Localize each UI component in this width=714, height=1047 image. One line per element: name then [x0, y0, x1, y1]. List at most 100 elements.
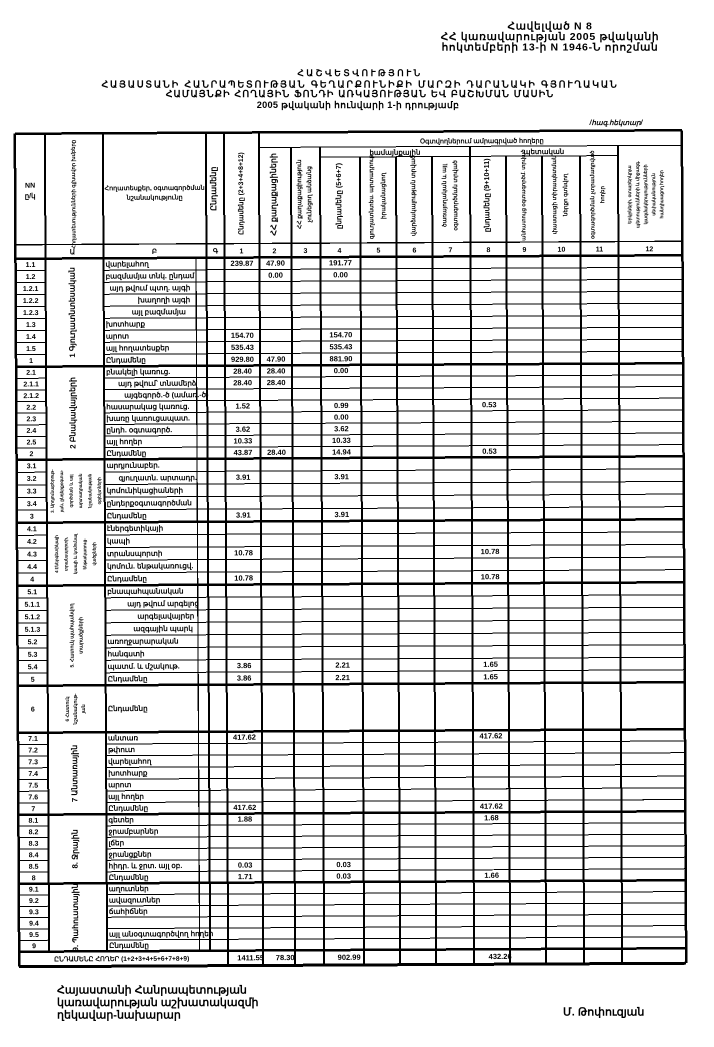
svg-text:5.1.3: 5.1.3: [25, 627, 41, 634]
svg-text:վարելահող: վարելահող: [105, 259, 149, 268]
svg-text:0.03: 0.03: [336, 860, 351, 869]
svg-text:վարձակալության տրված: վարձակալության տրված: [410, 155, 417, 236]
svg-text:ջրամբարներ: ջրամբարներ: [108, 827, 158, 836]
svg-text:7 Անտառային: 7 Անտառային: [70, 745, 79, 802]
svg-text:154.70: 154.70: [329, 330, 352, 339]
svg-text:Հավելված N 8: Հավելված N 8: [508, 20, 593, 32]
svg-text:28.40: 28.40: [267, 366, 286, 375]
svg-text:3.62: 3.62: [334, 424, 349, 433]
svg-text:Ընդամենը: Ընդամենը: [106, 449, 146, 458]
svg-text:Ընդամենը: Ընդամենը: [107, 574, 147, 583]
svg-text:2 Բնակավայրերի: 2 Բնակավայրերի: [68, 377, 77, 449]
svg-text:3. Արդյունաբերութ-: 3. Արդյունաբերութ-: [50, 469, 55, 513]
svg-text:6: 6: [31, 706, 35, 713]
svg-text:նշանակութ-: նշանակութ-: [73, 693, 79, 726]
svg-text:8.4: 8.4: [29, 852, 39, 859]
svg-text:2.1.2: 2.1.2: [23, 393, 39, 400]
svg-text:Բ: Բ: [152, 248, 157, 256]
svg-text:այդ թվում արգելոց: այդ թվում արգելոց: [127, 599, 199, 608]
svg-text:1: 1: [29, 358, 33, 365]
svg-text:կոմուն. ենթակառուցվ.: կոմուն. ենթակառուցվ.: [107, 561, 193, 570]
svg-text:535.43: 535.43: [231, 343, 254, 352]
svg-text:10.33: 10.33: [234, 436, 253, 445]
svg-text:հասարակաց կառուց.: հասարակաց կառուց.: [106, 402, 189, 411]
svg-text:417.62: 417.62: [233, 733, 256, 742]
svg-text:ՀՀ քաղաքացիների: ՀՀ քաղաքացիների: [269, 153, 279, 236]
svg-text:535.43: 535.43: [329, 342, 352, 351]
svg-text:7.1: 7.1: [28, 736, 38, 743]
svg-text:2.2: 2.2: [26, 405, 36, 412]
svg-text:0.53: 0.53: [482, 400, 497, 409]
svg-text:3.91: 3.91: [236, 473, 251, 482]
svg-text:ԸՆԴԱՄԵՆԸ ՀՈՂԵՐ (1+2+3+4+5+6+7+: ԸՆԴԱՄԵՆԸ ՀՈՂԵՐ (1+2+3+4+5+6+7+8+9): [54, 955, 189, 964]
svg-text:աղուտներ: աղուտներ: [109, 884, 149, 893]
svg-text:5.3: 5.3: [28, 652, 38, 659]
svg-text:ղեկավար-նախարար: ղեկավար-նախարար: [57, 1010, 181, 1022]
svg-text:1.2.2: 1.2.2: [23, 298, 39, 305]
svg-text:Հողատեսքեր, օգտագործման: Հողատեսքեր, օգտագործման: [105, 185, 205, 193]
svg-text:Ընդամենը: Ընդամենը: [108, 804, 148, 813]
svg-text:կոմունիկացիաների: կոմունիկացիաների: [107, 486, 183, 495]
svg-text:ազգային պարկ: ազգային պարկ: [133, 624, 193, 633]
svg-text:արգելավայրեր: արգելավայրեր: [137, 611, 194, 620]
svg-text:խոտհարք: խոտհարք: [106, 319, 146, 328]
svg-text:այլ բազմամյա: այլ բազմամյա: [132, 307, 186, 316]
svg-text:փաստացի տիրապետման: փաստացի տիրապետման: [551, 155, 558, 234]
svg-text:այլ հողեր: այլ հողեր: [106, 437, 142, 446]
svg-text:6: 6: [412, 247, 416, 254]
svg-text:10.78: 10.78: [234, 574, 253, 583]
svg-text:9. Պահուստային: 9. Պահուստային: [70, 883, 80, 951]
svg-text:ավազուտներ: ավազուտներ: [109, 895, 161, 904]
svg-text:հոկտեմբերի 13-ի N 1946-Ն որոշմ: հոկտեմբերի 13-ի N 1946-Ն որոշման: [442, 41, 659, 54]
svg-text:2.1: 2.1: [26, 370, 36, 377]
svg-text:5. Հատուկ պահպանվող: 5. Հատուկ պահպանվող: [68, 603, 75, 668]
svg-text:3.86: 3.86: [237, 674, 252, 683]
svg-text:Հայաստանի Հանրապետության: Հայաստանի Հանրապետության: [57, 985, 247, 997]
svg-text:5.2: 5.2: [28, 639, 38, 646]
svg-text:ընդամենը (5+6+7): ընդամենը (5+6+7): [334, 162, 343, 229]
svg-text:տրանսպորտի,: տրանսպորտի,: [63, 537, 68, 571]
svg-text:պետությունների և միջազգ.: պետությունների և միջազգ.: [635, 161, 641, 228]
svg-text:9.5: 9.5: [29, 932, 39, 939]
svg-text:0.00: 0.00: [333, 270, 348, 279]
svg-text:1411.55: 1411.55: [237, 953, 264, 962]
svg-text:վարելահող: վարելահող: [108, 757, 152, 766]
svg-text:2.1.1: 2.1.1: [23, 381, 39, 388]
svg-text:այդ թվում՝ տնամերձ: այդ թվում՝ տնամերձ: [118, 379, 196, 388]
svg-text:3.4: 3.4: [27, 501, 37, 508]
svg-text:5: 5: [376, 248, 380, 255]
svg-text:Ընդամենը: Ընդամենը: [107, 511, 147, 520]
svg-text:ընդհ. օգտագործ.: ընդհ. օգտագործ.: [106, 425, 172, 434]
svg-text:7: 7: [448, 247, 452, 254]
svg-text:2.4: 2.4: [26, 428, 36, 435]
svg-text:3.3: 3.3: [27, 488, 37, 495]
svg-text:խոտհարք: խոտհարք: [108, 768, 148, 777]
svg-text:Երկրների, օտարերկրյա: Երկրների, օտարերկրյա: [627, 165, 633, 224]
svg-text:ՀԱՅԱՍՏԱՆԻ ՀԱՆՐԱՊԵՏՈՒԹՅԱՆ ԳԵՂԱՐ: ՀԱՅԱՍՏԱՆԻ ՀԱՆՐԱՊԵՏՈՒԹՅԱՆ ԳԵՂԱՐՔՈՒՆԻՔԻ ՄԱ…: [101, 80, 618, 90]
svg-text:0.00: 0.00: [268, 271, 283, 280]
svg-text:8.3: 8.3: [29, 841, 39, 848]
svg-text:5.1: 5.1: [27, 589, 37, 596]
svg-text:արտադրական: արտադրական: [78, 473, 83, 508]
svg-text:Ընդամենը: Ընդամենը: [108, 674, 148, 683]
svg-text:5.1.1: 5.1.1: [24, 602, 40, 609]
svg-text:0.00: 0.00: [334, 366, 349, 375]
svg-text:Գ: Գ: [213, 247, 219, 255]
svg-text:բնապահպանական: բնապահպանական: [107, 586, 183, 595]
svg-text:Ընդամենը: Ընդամենը: [106, 355, 146, 364]
svg-text:պետական: պետական: [524, 148, 565, 156]
svg-text:5: 5: [31, 677, 35, 684]
svg-text:գործման և այլ: գործման և այլ: [68, 474, 73, 508]
svg-text:10.78: 10.78: [481, 547, 500, 556]
svg-text:0.00: 0.00: [334, 413, 349, 422]
svg-text:բազմամյա տնկ. ընդամ: բազմամյա տնկ. ընդամ: [106, 271, 195, 280]
svg-text:10: 10: [558, 247, 566, 254]
svg-text:5.4: 5.4: [28, 664, 38, 671]
svg-text:օբյեկտների: օբյեկտների: [97, 477, 102, 504]
svg-text:ՀՀ կառավարության 2005 թվականի: ՀՀ կառավարության 2005 թվականի: [441, 31, 659, 43]
svg-text:8: 8: [486, 247, 490, 254]
svg-text:8. Ջրային: 8. Ջրային: [70, 829, 79, 868]
svg-text:4.2: 4.2: [27, 539, 37, 546]
svg-text:իրականացնող: իրականացնող: [380, 171, 387, 219]
svg-text:2: 2: [272, 248, 276, 255]
